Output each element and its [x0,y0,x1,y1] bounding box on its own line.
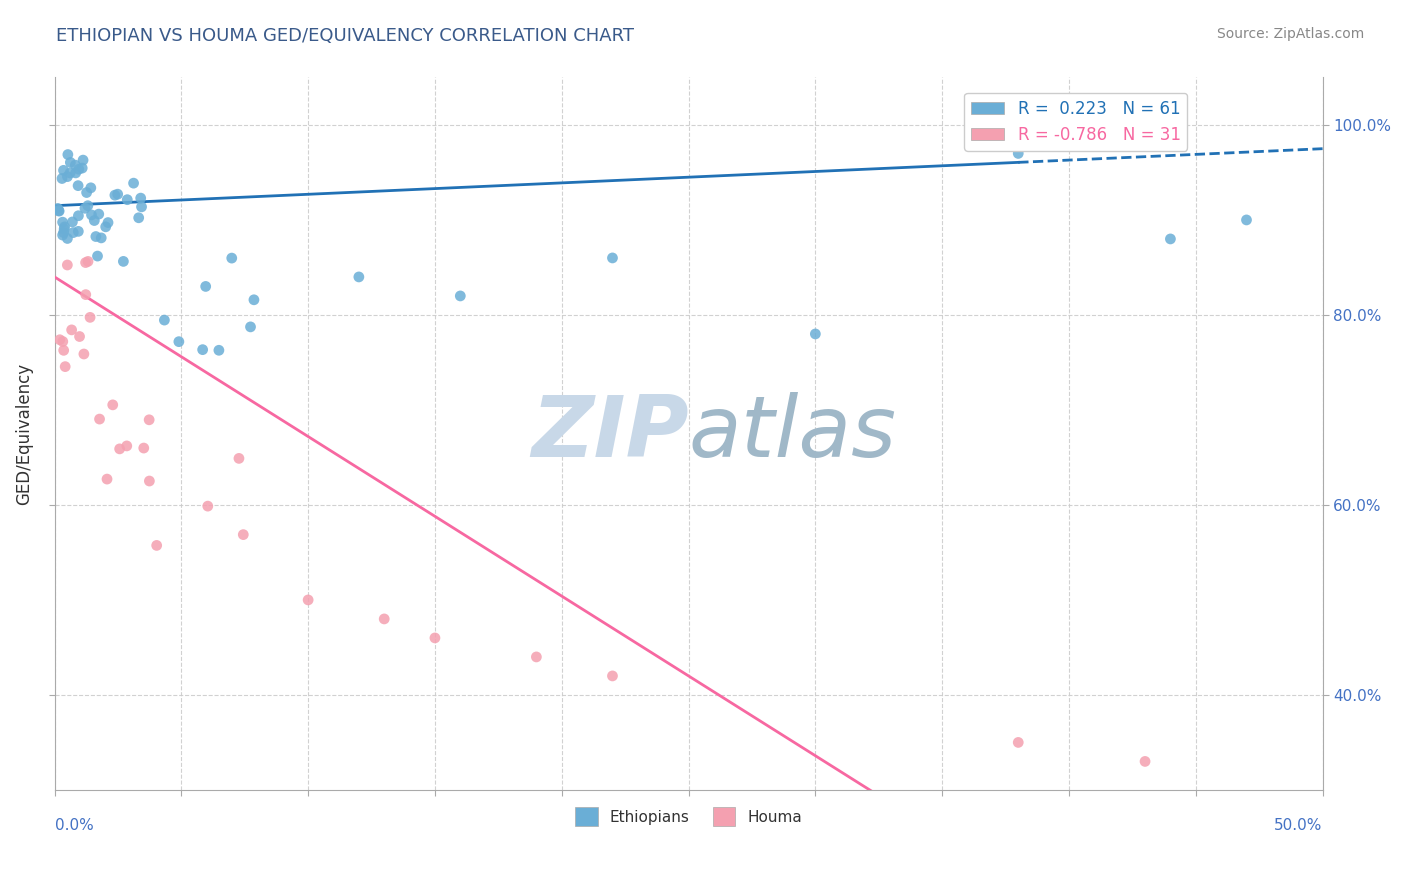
Point [804,326,827,341]
Point [48,204,70,219]
Point [239,319,262,334]
Point [60,323,83,337]
Point [52,343,75,358]
Point [108,442,131,456]
Point [423,631,446,645]
Point [48,203,70,218]
Point [67,162,90,177]
Point [132,441,155,455]
Point [138,413,160,427]
Point [96,472,118,486]
Text: Source: ZipAtlas.com: Source: ZipAtlas.com [1216,27,1364,41]
Point [1007,735,1029,749]
Point [67,224,90,238]
Point [73,202,96,216]
Text: ETHIOPIAN VS HOUMA GED/EQUIVALENCY CORRELATION CHART: ETHIOPIAN VS HOUMA GED/EQUIVALENCY CORRE… [56,27,634,45]
Point [52,163,75,178]
Point [73,347,96,361]
Point [80,208,103,222]
Point [83,213,105,227]
Point [104,188,127,202]
Point [232,527,254,541]
Point [77,254,100,268]
Point [87,207,110,221]
Point [52,334,75,349]
Point [145,538,167,552]
Point [65,158,87,172]
Point [72,153,94,168]
Point [191,343,214,357]
Point [51,171,73,186]
Point [52,215,75,229]
Point [347,269,370,284]
Point [602,669,624,683]
Point [76,186,98,200]
Point [449,289,471,303]
Text: 0.0%: 0.0% [55,819,93,833]
Point [208,343,231,358]
Point [70,161,93,175]
Point [86,249,108,263]
Point [53,359,76,374]
Point [373,612,395,626]
Point [117,193,139,207]
Point [197,499,219,513]
Point [1007,146,1029,161]
Point [67,209,90,223]
Point [52,228,75,243]
Point [221,251,243,265]
Point [131,200,153,214]
Point [65,166,87,180]
Point [75,287,97,301]
Point [46,202,69,216]
Point [1159,232,1181,246]
Point [56,258,79,272]
Y-axis label: GED/Equivalency: GED/Equivalency [15,363,32,505]
Text: ZIP: ZIP [531,392,689,475]
Point [524,649,547,664]
Point [194,279,217,293]
Point [89,412,111,426]
Point [69,329,91,343]
Point [59,155,82,169]
Point [56,169,79,184]
Point [75,255,97,269]
Point [49,333,72,347]
Point [128,211,150,225]
Point [115,439,138,453]
Point [52,226,75,240]
Point [76,199,98,213]
Point [94,219,117,234]
Point [101,398,124,412]
Point [1236,213,1258,227]
Point [97,216,120,230]
Point [107,187,129,202]
Point [56,231,79,245]
Point [167,334,190,349]
Point [62,226,84,240]
Point [243,293,266,307]
Point [56,147,79,161]
Point [138,474,160,488]
Point [79,310,101,325]
Point [112,254,135,268]
Point [67,178,90,193]
Legend: Ethiopians, Houma: Ethiopians, Houma [568,801,808,832]
Point [297,593,319,607]
Point [602,251,624,265]
Point [1133,755,1156,769]
Point [59,166,82,180]
Point [129,191,152,205]
Point [80,181,103,195]
Point [122,176,145,190]
Point [84,229,107,244]
Point [90,231,112,245]
Point [153,313,176,327]
Point [60,215,83,229]
Point [53,222,76,236]
Text: 50.0%: 50.0% [1274,819,1323,833]
Text: atlas: atlas [689,392,897,475]
Point [53,219,76,234]
Point [228,451,250,466]
